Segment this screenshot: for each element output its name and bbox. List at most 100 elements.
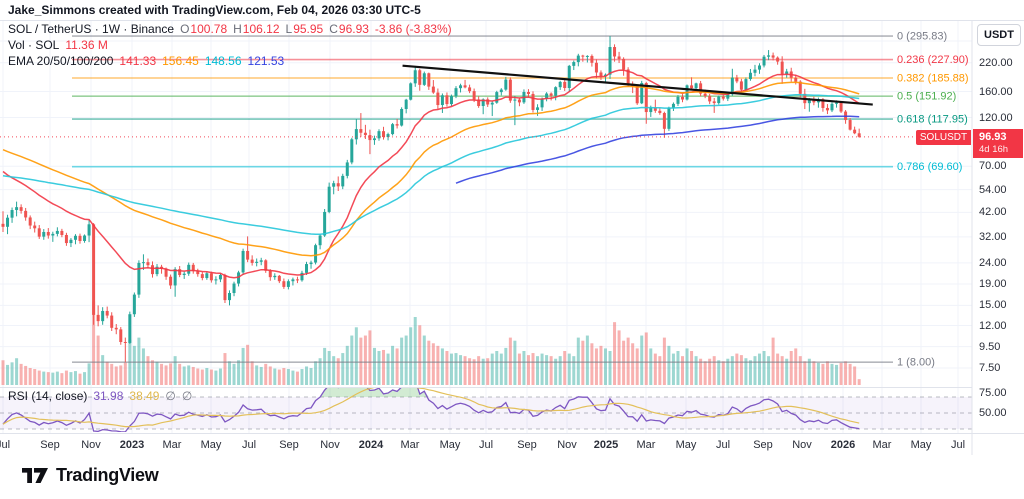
candle-body xyxy=(377,131,381,139)
candle-body xyxy=(536,107,540,110)
volume-bar xyxy=(277,369,281,385)
volume-bar xyxy=(653,353,657,385)
price-axis[interactable]: USDT 280.00220.00160.00120.0070.0054.004… xyxy=(972,20,1024,455)
tradingview-logo[interactable]: TradingView xyxy=(22,465,159,486)
candle-body xyxy=(273,275,277,278)
candle-body xyxy=(839,102,843,112)
volume-bar xyxy=(395,348,399,385)
volume-bar xyxy=(631,343,635,385)
candle-body xyxy=(495,92,499,103)
volume-bar xyxy=(377,351,381,385)
volume-bar xyxy=(291,370,295,385)
volume-bar xyxy=(699,358,703,385)
bar-countdown: 4d 16h xyxy=(979,144,1009,155)
time-tick-label: Nov xyxy=(557,439,577,451)
candle-body xyxy=(431,86,435,93)
volume-bar xyxy=(445,351,449,385)
volume-bar xyxy=(721,361,725,385)
volume-bar xyxy=(540,353,544,385)
rsi-ma-line xyxy=(2,388,860,428)
time-tick-label: 2025 xyxy=(593,439,619,451)
volume-bar xyxy=(472,359,476,385)
volume-bar xyxy=(694,356,698,385)
candle-body xyxy=(24,210,28,218)
time-tick-label: Jul xyxy=(0,439,11,451)
time-tick-label: Sep xyxy=(517,439,537,451)
volume-bar xyxy=(776,353,780,385)
candle-body xyxy=(300,272,304,281)
volume-bar xyxy=(576,337,580,385)
candle-body xyxy=(6,217,10,227)
candle-body xyxy=(78,235,82,241)
volume-bar xyxy=(848,363,852,385)
time-tick-label: May xyxy=(439,439,461,451)
price-tick-label: 24.00 xyxy=(979,256,1007,269)
volume-bar xyxy=(51,372,55,385)
fib-label: 1 (8.00) xyxy=(897,357,935,369)
last-price-value: 96.93 xyxy=(979,131,1007,143)
candle-body xyxy=(517,99,521,103)
candle-body xyxy=(776,57,780,62)
legend-segment: Vol · SOL xyxy=(8,38,60,52)
candle-body xyxy=(721,96,725,99)
volume-bar xyxy=(327,351,331,385)
volume-bar xyxy=(658,356,662,385)
volume-bar xyxy=(690,351,694,385)
legend-segment: C96.93 xyxy=(329,22,369,36)
candle-body xyxy=(694,83,698,89)
volume-bar xyxy=(626,337,630,385)
volume-bar xyxy=(164,365,168,385)
volume-bar xyxy=(6,364,10,385)
candle-body xyxy=(141,262,145,264)
volume-bar xyxy=(681,356,684,385)
candle-body xyxy=(123,342,127,343)
currency-toggle-button[interactable]: USDT xyxy=(977,24,1021,46)
volume-bar xyxy=(359,337,363,385)
volume-bar xyxy=(730,356,734,385)
candle-body xyxy=(323,211,327,236)
legend-field-label: H xyxy=(233,22,242,36)
volume-bar xyxy=(60,373,64,385)
candle-body xyxy=(314,245,318,263)
candle-body xyxy=(490,102,494,105)
candle-body xyxy=(178,269,182,275)
volume-bar xyxy=(37,370,41,385)
volume-bar xyxy=(753,356,757,385)
legend-segment: H106.12 xyxy=(233,22,280,36)
rsi-legend: RSI (14, close) 31.98 38.49 ∅ ∅ xyxy=(8,389,198,403)
volume-bar xyxy=(332,356,336,385)
candle-body xyxy=(712,101,716,104)
candle-body xyxy=(368,135,372,141)
time-tick-label: Mar xyxy=(400,439,420,451)
legend-segment: L95.95 xyxy=(285,22,324,36)
volume-bar xyxy=(264,363,268,385)
volume-bar xyxy=(617,330,621,385)
volume-bar xyxy=(55,371,59,385)
price-tick-label: 160.00 xyxy=(979,85,1013,98)
candle-body xyxy=(228,293,231,301)
volume-bar xyxy=(1,360,5,385)
candle-body xyxy=(526,91,530,94)
volume-bar xyxy=(268,366,272,385)
price-tick-label: 54.00 xyxy=(979,183,1007,196)
candle-body xyxy=(626,69,630,86)
volume-bar xyxy=(169,363,173,385)
legend-segment: ∅ xyxy=(181,389,193,403)
fib-label: 0.382 (185.88) xyxy=(897,72,969,84)
time-axis[interactable]: Jul Sep Nov 2023 Mar May Jul Sep Nov 2024 Mar May Ju… xyxy=(0,433,972,455)
volume-bar xyxy=(19,363,23,385)
candle-body xyxy=(835,102,839,104)
candle-body xyxy=(486,99,490,105)
time-tick-label: Jul xyxy=(241,439,257,451)
candle-body xyxy=(554,87,558,96)
volume-bar xyxy=(400,337,404,385)
candle-body xyxy=(83,235,87,241)
volume-bar xyxy=(28,368,32,385)
candle-body xyxy=(51,233,55,236)
time-tick-label: May xyxy=(910,439,932,451)
candle-body xyxy=(658,110,662,113)
chart-canvas[interactable]: 0 (295.83) 0.236 (227.90) 0.382 (185.88) 0.… xyxy=(0,0,1024,455)
volume-bar xyxy=(105,361,109,385)
candle-body xyxy=(223,274,227,301)
volume-bar xyxy=(830,363,834,385)
